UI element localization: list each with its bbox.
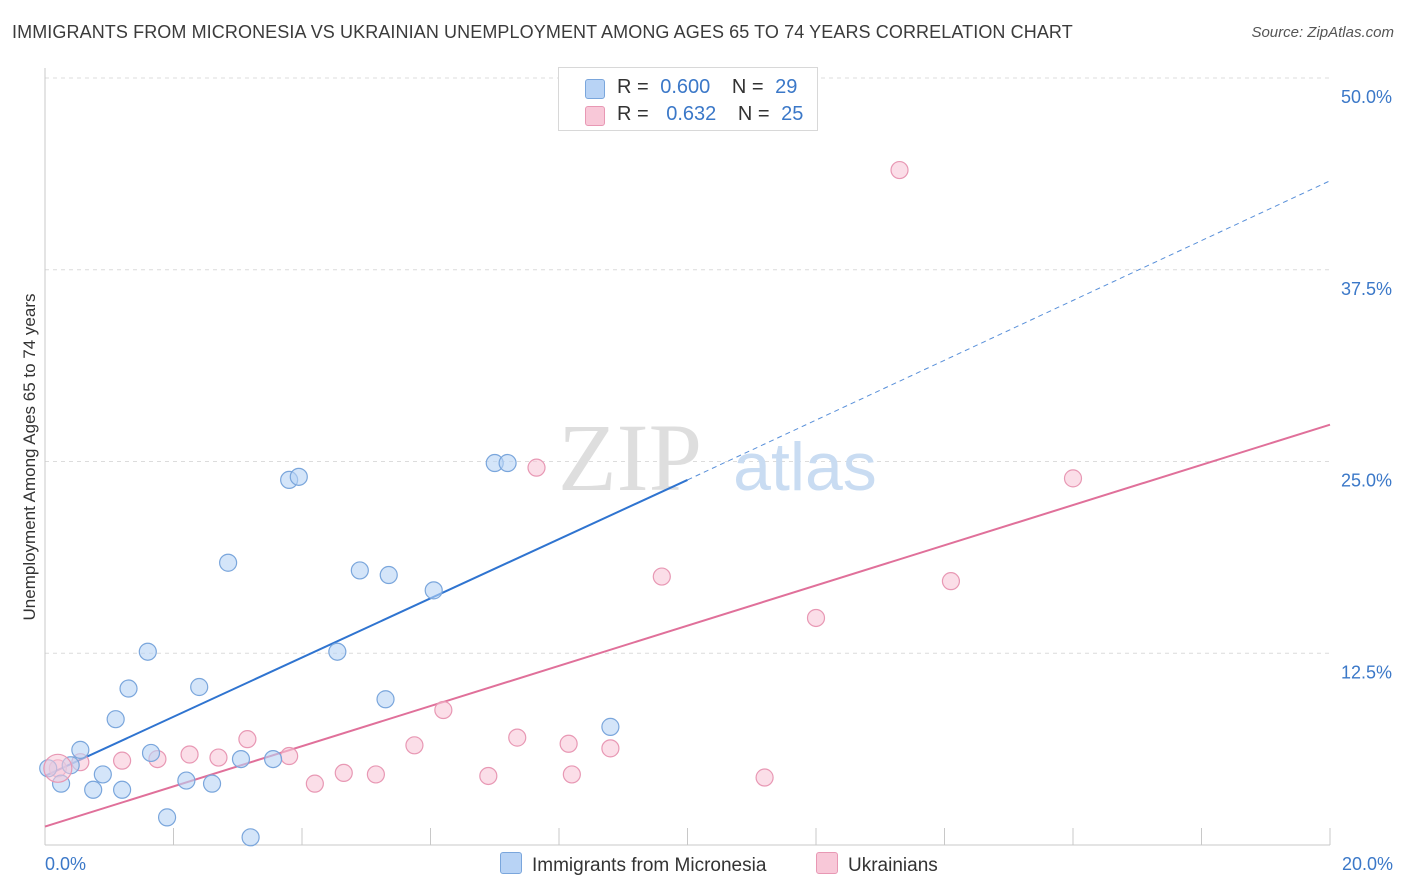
point-ukrainians (180, 745, 199, 764)
point-ukrainians (652, 567, 671, 586)
tick-labels: 12.5% 25.0% 37.5% 50.0% 0.0% 20.0% (45, 87, 1393, 874)
point-ukrainians (806, 608, 826, 628)
source-label: Source: ZipAtlas.com (1251, 24, 1394, 41)
y-tick-label: 50.0% (1341, 87, 1392, 107)
point-micronesia (93, 765, 112, 784)
watermark-atlas: atlas (733, 429, 877, 505)
legend-swatch-pink (816, 852, 838, 874)
point-ukrainians (890, 160, 909, 180)
data-points (39, 160, 1083, 847)
trend-line-micronesia-extension (687, 180, 1331, 481)
point-micronesia (219, 553, 238, 572)
point-micronesia (328, 642, 347, 661)
r-value: 0.632 (666, 103, 717, 125)
point-ukrainians (562, 765, 581, 784)
point-ukrainians (434, 700, 453, 720)
r-label: R = (617, 76, 649, 98)
point-micronesia (71, 740, 90, 759)
point-micronesia (289, 467, 308, 486)
n-value: 25 (781, 103, 804, 125)
legend-item-ukrainians: Ukrainians (816, 852, 938, 877)
legend-swatch-blue (500, 852, 522, 874)
trend-lines (44, 180, 1331, 828)
y-tick-label: 12.5% (1341, 662, 1392, 682)
point-ukrainians (479, 766, 498, 786)
y-tick-label: 37.5% (1341, 279, 1392, 299)
point-ukrainians (527, 458, 546, 477)
point-micronesia (376, 690, 395, 709)
point-micronesia (177, 771, 196, 790)
legend-label: Immigrants from Micronesia (532, 855, 767, 876)
point-micronesia (350, 561, 369, 580)
point-micronesia (379, 565, 398, 585)
point-ukrainians (238, 730, 257, 749)
point-micronesia (141, 743, 161, 763)
trend-line-ukrainians (44, 423, 1331, 828)
point-micronesia (241, 828, 260, 847)
point-micronesia (190, 677, 209, 697)
point-ukrainians (508, 728, 527, 747)
r-label: R = (617, 103, 649, 125)
watermark-zip: ZIP (558, 404, 702, 511)
point-ukrainians (601, 739, 620, 758)
y-tick-label: 25.0% (1341, 471, 1392, 491)
legend-swatch-pink (585, 106, 605, 126)
grid-lines (45, 77, 1330, 654)
legend-item-micronesia: Immigrants from Micronesia (500, 852, 766, 877)
point-ukrainians (280, 746, 299, 766)
legend-label: Ukrainians (848, 855, 938, 876)
point-ukrainians (305, 774, 324, 793)
point-cluster-ukrainians (43, 753, 73, 783)
axes (44, 68, 1331, 846)
point-micronesia (106, 710, 125, 729)
point-micronesia (112, 780, 132, 799)
point-micronesia (424, 581, 443, 600)
point-micronesia (601, 717, 620, 736)
watermark: ZIP atlas (558, 404, 877, 511)
point-ukrainians (112, 751, 132, 770)
point-ukrainians (334, 763, 353, 783)
point-micronesia (138, 642, 157, 661)
point-ukrainians (559, 734, 578, 753)
correlation-legend: R = 0.600 N = 29 R = 0.632 N = 25 (558, 67, 818, 131)
point-ukrainians (1063, 469, 1083, 488)
point-micronesia (202, 774, 222, 793)
point-micronesia (263, 749, 283, 769)
n-value: 29 (775, 76, 798, 98)
point-ukrainians (209, 748, 228, 767)
point-micronesia (119, 679, 138, 698)
point-micronesia (157, 808, 177, 827)
r-value: 0.600 (660, 76, 711, 98)
n-label: N = (737, 103, 770, 125)
x-tick-label: 0.0% (45, 854, 86, 874)
point-micronesia (84, 780, 103, 799)
x-tick-label: 20.0% (1342, 854, 1393, 874)
legend-swatch-blue (585, 79, 605, 99)
point-ukrainians (366, 765, 385, 784)
n-label: N = (731, 76, 764, 98)
chart-title: IMMIGRANTS FROM MICRONESIA VS UKRAINIAN … (12, 22, 1073, 42)
point-micronesia (231, 749, 251, 769)
trend-line-micronesia (44, 478, 688, 777)
point-ukrainians (941, 572, 961, 591)
point-ukrainians (405, 736, 424, 755)
point-micronesia (498, 453, 517, 473)
point-ukrainians (755, 768, 774, 787)
